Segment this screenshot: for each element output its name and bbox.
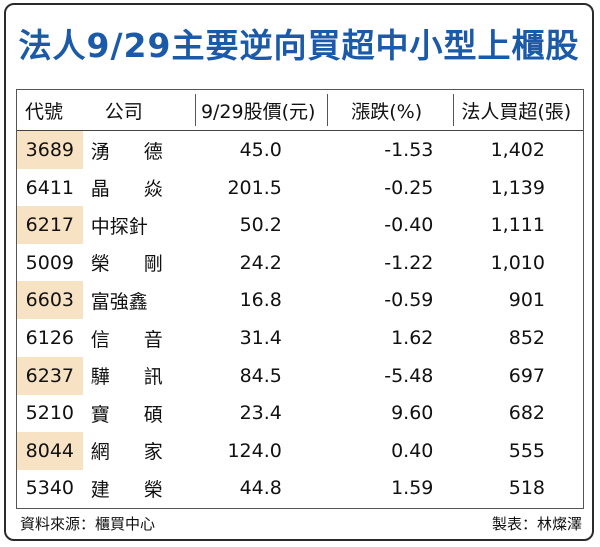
header-net-buy: 法人買超(張) — [461, 100, 572, 123]
company-name: 信 音 — [90, 328, 177, 351]
company-name: 晶 焱 — [90, 178, 177, 201]
code-cell: 6126 — [17, 319, 83, 357]
price-value: 24.2 — [239, 251, 282, 274]
net-buy-value: 1,402 — [490, 139, 545, 161]
company-name: 建 榮 — [90, 478, 177, 501]
table-row: 5009 榮 剛 24.2 -1.22 1,010 — [17, 244, 583, 282]
price-value: 201.5 — [227, 176, 282, 199]
table-row: 6411 晶 焱 201.5 -0.25 1,139 — [17, 169, 583, 207]
stock-code: 6126 — [25, 327, 75, 349]
header-change: 漲跌(%) — [351, 100, 423, 123]
table-row: 6217 中探針 50.2 -0.40 1,111 — [17, 206, 583, 245]
stock-code: 6217 — [25, 214, 75, 237]
stock-table: 代號 公司 9/29股價(元) 漲跌(%) 法人買超(張) 3689 湧 德 45.… — [16, 89, 584, 509]
code-cell: 3689 — [17, 131, 83, 169]
stock-code: 8044 — [25, 439, 75, 462]
header-price: 9/29股價(元) — [200, 100, 316, 123]
code-cell: 6603 — [17, 281, 83, 320]
code-cell: 5340 — [17, 469, 83, 507]
company-name: 榮 剛 — [90, 253, 177, 276]
author-note: 製表：林燦澤 — [491, 515, 582, 533]
price-value: 16.8 — [239, 289, 282, 312]
change-value: -1.53 — [384, 139, 434, 161]
price-value: 50.2 — [239, 214, 282, 237]
stock-code: 5210 — [25, 402, 75, 425]
company-name: 中探針 — [90, 215, 148, 238]
table-row: 5340 建 榮 44.8 1.59 518 — [17, 469, 583, 507]
stock-code: 5340 — [25, 477, 75, 500]
net-buy-value: 852 — [508, 327, 545, 349]
code-cell: 6411 — [17, 169, 83, 207]
price-value: 84.5 — [239, 364, 282, 387]
company-name: 湧 德 — [90, 140, 177, 163]
code-cell: 6237 — [17, 356, 83, 395]
change-value: 1.59 — [391, 477, 434, 500]
stock-code: 6603 — [25, 289, 75, 312]
net-buy-value: 1,139 — [490, 176, 545, 199]
net-buy-value: 901 — [508, 289, 545, 312]
table-row: 3689 湧 德 45.0 -1.53 1,402 — [17, 131, 583, 169]
change-value: -5.48 — [384, 364, 434, 387]
header-divider — [453, 94, 454, 126]
code-cell: 8044 — [17, 431, 83, 470]
change-value: -1.22 — [384, 251, 434, 274]
company-name: 網 家 — [90, 441, 177, 464]
change-value: -0.25 — [384, 176, 434, 199]
company-name: 驊 訊 — [90, 366, 177, 389]
net-buy-value: 682 — [508, 402, 545, 425]
code-cell: 5210 — [17, 394, 83, 432]
table-row: 8044 網 家 124.0 0.40 555 — [17, 431, 583, 470]
infographic-frame: 法人9/29主要逆向買超中小型上櫃股 代號 公司 9/29股價(元) 漲跌(%)… — [4, 3, 594, 541]
company-name: 寶 碩 — [90, 403, 177, 426]
table-row: 6237 驊 訊 84.5 -5.48 697 — [17, 356, 583, 395]
header-code: 代號 — [25, 100, 64, 123]
price-value: 31.4 — [239, 327, 282, 349]
net-buy-value: 1,111 — [490, 214, 545, 237]
header-divider — [195, 94, 196, 126]
stock-code: 3689 — [25, 139, 75, 161]
company-name: 富強鑫 — [90, 290, 148, 313]
source-note: 資料來源：櫃買中心 — [20, 515, 156, 533]
stock-code: 6237 — [25, 364, 75, 387]
table-row: 5210 寶 碩 23.4 9.60 682 — [17, 394, 583, 432]
stock-code: 5009 — [25, 251, 75, 274]
table-header: 代號 公司 9/29股價(元) 漲跌(%) 法人買超(張) — [17, 90, 583, 131]
net-buy-value: 1,010 — [490, 251, 545, 274]
header-company: 公司 — [104, 100, 143, 123]
price-value: 23.4 — [239, 402, 282, 425]
change-value: 0.40 — [391, 439, 434, 462]
change-value: 9.60 — [391, 402, 434, 425]
change-value: -0.59 — [384, 289, 434, 312]
code-cell: 5009 — [17, 244, 83, 282]
net-buy-value: 697 — [508, 364, 545, 387]
header-divider — [327, 94, 328, 126]
net-buy-value: 518 — [508, 477, 545, 500]
footer: 資料來源：櫃買中心 製表：林燦澤 — [20, 513, 582, 534]
price-value: 45.0 — [239, 139, 282, 161]
price-value: 124.0 — [227, 439, 282, 462]
stock-code: 6411 — [25, 176, 75, 199]
page-title: 法人9/29主要逆向買超中小型上櫃股 — [18, 26, 580, 65]
code-cell: 6217 — [17, 206, 83, 245]
change-value: 1.62 — [391, 327, 434, 349]
table-row: 6603 富強鑫 16.8 -0.59 901 — [17, 281, 583, 320]
change-value: -0.40 — [384, 214, 434, 237]
table-row: 6126 信 音 31.4 1.62 852 — [17, 319, 583, 357]
net-buy-value: 555 — [508, 439, 545, 462]
price-value: 44.8 — [239, 477, 282, 500]
